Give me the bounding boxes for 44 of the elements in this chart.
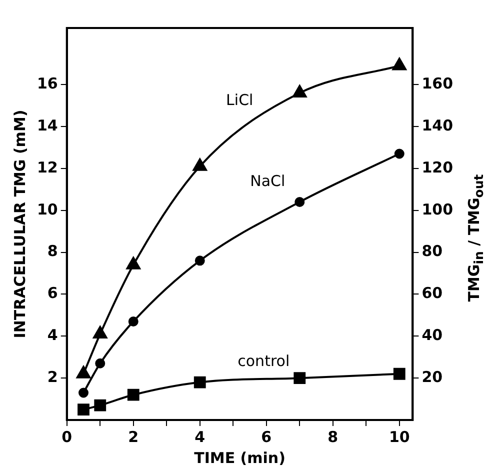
point	[93, 326, 108, 339]
point	[294, 372, 306, 384]
x-tick-label: 2	[128, 428, 139, 446]
y2-tick-label: 160	[422, 74, 453, 92]
y-tick-label: 14	[37, 116, 58, 134]
x-tick-label: 8	[328, 428, 338, 446]
y-axis-title: INTRACELLULAR TMG (mM)	[10, 110, 29, 338]
y-tick-label: 16	[37, 74, 58, 92]
series-label: control	[238, 352, 290, 370]
y2-tick-label: 40	[422, 326, 443, 344]
x-tick-label: 4	[194, 428, 206, 446]
x-tick-label: 10	[388, 428, 410, 446]
point	[95, 358, 106, 368]
series-label: LiCl	[226, 90, 254, 109]
y2-tick-label: 100	[422, 200, 453, 218]
point	[127, 388, 140, 401]
point	[194, 376, 206, 388]
point	[128, 316, 138, 326]
y2-tick-label: 140	[422, 116, 453, 134]
y2-tick-label: 20	[422, 368, 443, 386]
y2-tick-label: 60	[422, 284, 443, 302]
x-tick-label: 6	[261, 428, 272, 446]
series-label: NaCl	[250, 172, 286, 190]
y-tick-label: 4	[47, 326, 58, 344]
point	[94, 399, 106, 412]
y-tick-label: 10	[37, 200, 58, 218]
y-tick-label: 2	[47, 368, 58, 386]
point	[78, 404, 90, 416]
y2-tick-label: 80	[422, 242, 443, 260]
y-tick-label: 6	[47, 284, 58, 302]
y-tick-label: 8	[47, 242, 58, 260]
x-axis-title: TIME (min)	[194, 448, 286, 467]
point	[392, 58, 406, 70]
y2-tick-label: 120	[422, 158, 453, 176]
point	[292, 84, 307, 98]
x-tick-label: 0	[62, 428, 72, 446]
point	[294, 196, 305, 207]
point	[393, 368, 406, 380]
point	[78, 388, 88, 398]
y-tick-label: 12	[37, 158, 58, 176]
point	[192, 158, 207, 171]
point	[126, 256, 140, 270]
point	[194, 256, 205, 266]
point	[394, 148, 404, 159]
